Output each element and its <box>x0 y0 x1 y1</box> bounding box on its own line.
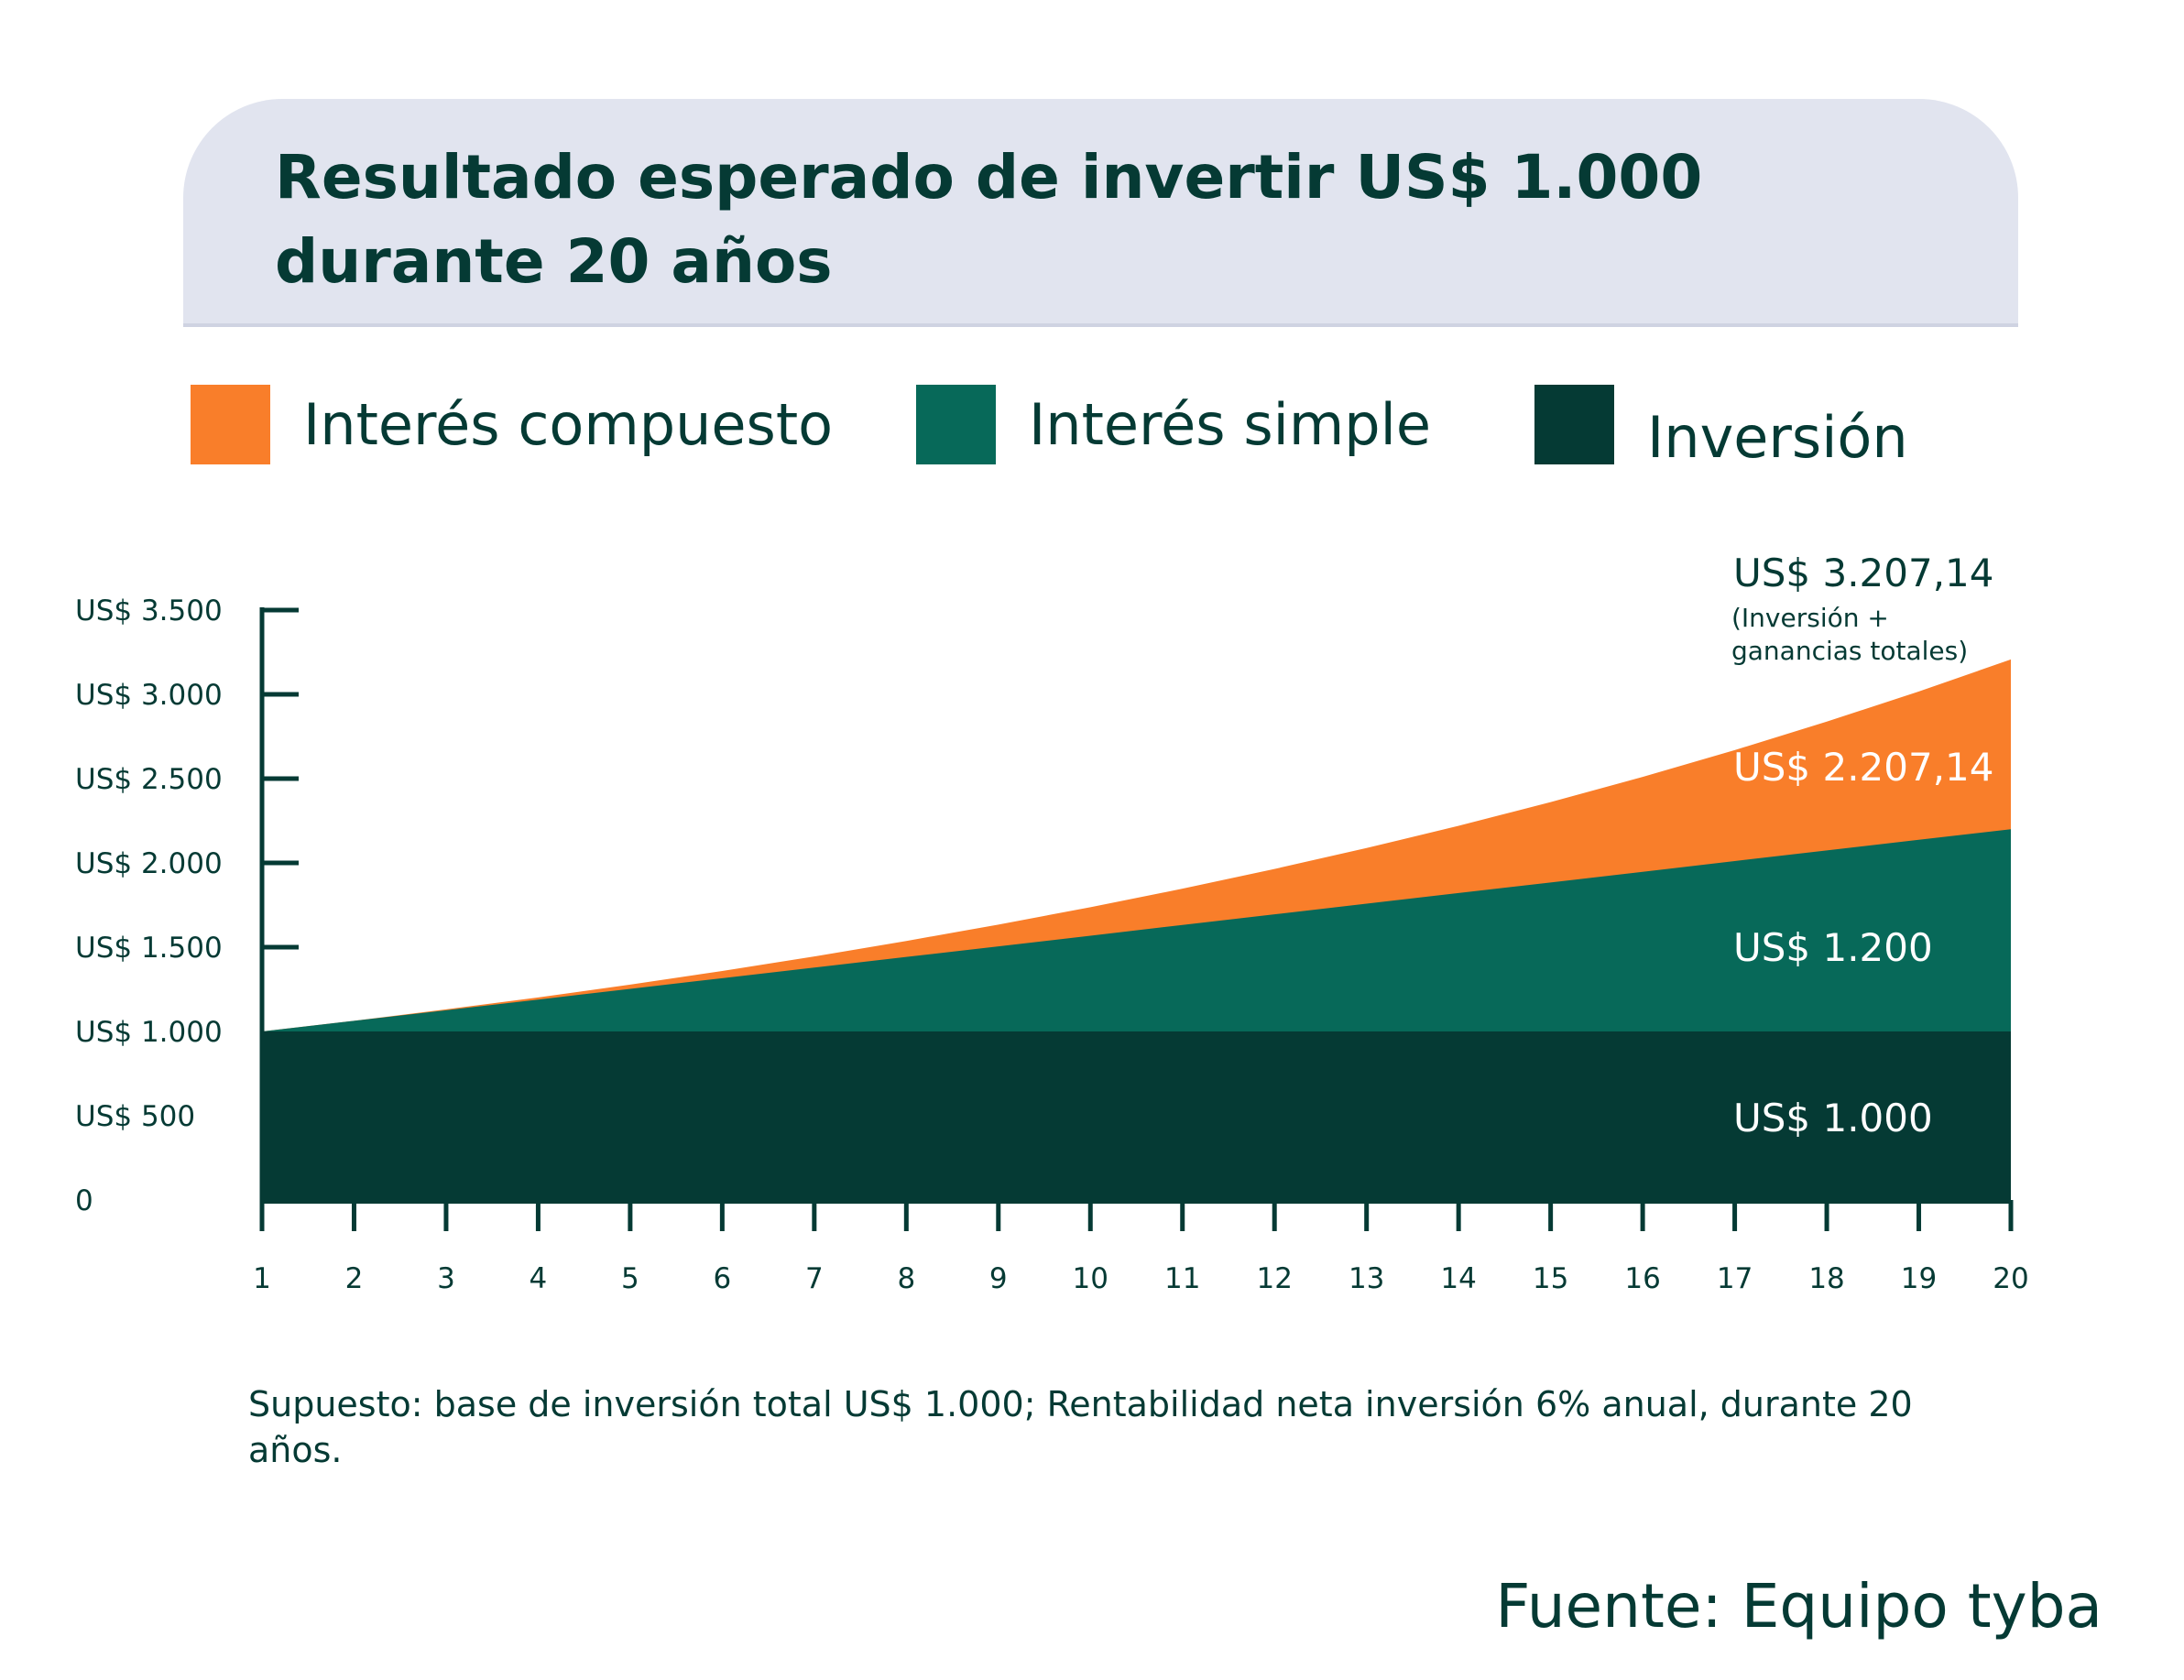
y-tick-label: US$ 500 <box>75 1100 195 1133</box>
legend-label-simple: Interés simple <box>1029 391 1431 458</box>
y-tick-label: US$ 3.000 <box>75 679 223 712</box>
x-tick-label: 14 <box>1440 1262 1476 1295</box>
x-tick-label: 16 <box>1624 1262 1660 1295</box>
y-tick-label: US$ 2.000 <box>75 847 223 880</box>
x-tick-label: 10 <box>1073 1262 1108 1295</box>
area-investment <box>262 1031 2011 1200</box>
legend-item-simple: Interés simple <box>916 385 1431 464</box>
x-tick-label: 7 <box>805 1262 824 1295</box>
x-tick-label: 15 <box>1533 1262 1568 1295</box>
total-note-line-1: (Inversión + <box>1731 603 1889 633</box>
x-tick-label: 12 <box>1256 1262 1292 1295</box>
legend-item-compound: Interés compuesto <box>191 385 833 464</box>
x-tick-label: 2 <box>345 1262 364 1295</box>
x-tick-label: 8 <box>897 1262 915 1295</box>
total-note-line-2: ganancias totales) <box>1731 636 1968 666</box>
title-banner: Resultado esperado de invertir US$ 1.000… <box>183 99 2018 327</box>
footnote: Supuesto: base de inversión total US$ 1.… <box>248 1384 1913 1470</box>
y-tick-label: 0 <box>75 1184 93 1217</box>
x-tick-label: 5 <box>621 1262 639 1295</box>
investment-label: US$ 1.000 <box>1733 1096 1933 1140</box>
x-tick-label: 3 <box>437 1262 455 1295</box>
legend-label-compound: Interés compuesto <box>303 391 834 458</box>
x-tick-label: 13 <box>1349 1262 1384 1295</box>
compound-gain-label: US$ 2.207,14 <box>1733 745 1994 790</box>
y-tick-label: US$ 1.500 <box>75 932 223 965</box>
x-tick-label: 4 <box>530 1262 548 1295</box>
simple-gain-label: US$ 1.200 <box>1733 925 1933 970</box>
x-tick-label: 6 <box>714 1262 732 1295</box>
y-tick-label: US$ 1.000 <box>75 1016 223 1049</box>
source-credit: Fuente: Equipo tyba <box>1495 1571 2102 1642</box>
chart-title: Resultado esperado de invertir US$ 1.000… <box>275 136 1878 304</box>
x-tick-label: 20 <box>1993 1262 2028 1295</box>
x-tick-label: 19 <box>1901 1262 1937 1295</box>
legend-item-investment: Inversión <box>1534 385 1908 471</box>
legend-swatch-simple <box>916 385 996 464</box>
title-line-1: Resultado esperado de invertir US$ 1.000 <box>275 142 1703 213</box>
x-tick-label: 1 <box>253 1262 271 1295</box>
legend-swatch-investment <box>1534 385 1614 464</box>
x-tick-label: 9 <box>989 1262 1008 1295</box>
y-tick-label: US$ 3.500 <box>75 595 223 627</box>
title-line-2: durante 20 años <box>275 226 833 297</box>
x-tick-label: 11 <box>1164 1262 1200 1295</box>
legend-label-investment: Inversión <box>1647 404 1908 471</box>
total-value-label: US$ 3.207,14 <box>1733 551 1994 595</box>
x-tick-label: 17 <box>1717 1262 1753 1295</box>
y-tick-label: US$ 2.500 <box>75 763 223 796</box>
legend-swatch-compound <box>191 385 270 464</box>
x-tick-label: 18 <box>1808 1262 1844 1295</box>
